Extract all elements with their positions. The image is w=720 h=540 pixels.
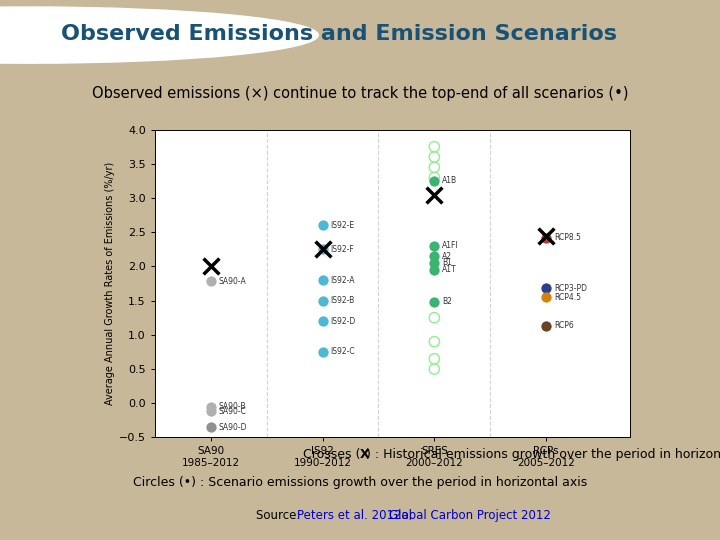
Point	[541, 293, 552, 301]
Text: IS92-E: IS92-E	[330, 221, 354, 230]
Text: X: X	[360, 448, 369, 461]
Point	[317, 221, 328, 230]
Point	[541, 233, 552, 242]
Text: RCP4.5: RCP4.5	[554, 293, 581, 302]
Text: SA90-D: SA90-D	[219, 423, 247, 431]
Text: ) : Historical emissions growth over the period in horizontal axis: ) : Historical emissions growth over the…	[366, 448, 720, 461]
Point	[317, 276, 328, 285]
Text: Source:: Source:	[256, 509, 304, 522]
Point	[205, 423, 217, 431]
Point	[428, 143, 440, 151]
Point	[541, 322, 552, 330]
Point	[541, 284, 552, 293]
Text: SA90-C: SA90-C	[219, 407, 246, 416]
Point	[205, 402, 217, 411]
Y-axis label: Average Annual Growth Rates of Emissions (%/yr): Average Annual Growth Rates of Emissions…	[104, 162, 114, 405]
Point	[205, 407, 217, 416]
Point	[317, 245, 328, 254]
Text: Global Carbon Project 2012: Global Carbon Project 2012	[389, 509, 551, 522]
Text: IS92-B: IS92-B	[330, 296, 354, 305]
Point	[428, 354, 440, 363]
Text: A1B: A1B	[442, 177, 457, 185]
Text: A1T: A1T	[442, 265, 456, 274]
Point	[428, 153, 440, 161]
Text: RCP8.5: RCP8.5	[554, 233, 581, 242]
Point	[428, 252, 440, 260]
Text: A2: A2	[442, 252, 452, 261]
Point	[428, 177, 440, 185]
Point	[428, 163, 440, 172]
Text: B1: B1	[442, 259, 452, 267]
Text: A1FI: A1FI	[442, 241, 459, 251]
Text: IS92-C: IS92-C	[330, 347, 355, 356]
Point	[205, 262, 217, 271]
Text: RCP6: RCP6	[554, 321, 574, 330]
Point	[317, 245, 328, 254]
Text: IS92-F: IS92-F	[330, 245, 354, 254]
Text: Peters et al. 2012a;: Peters et al. 2012a;	[297, 509, 420, 522]
Text: Circles (•) : Scenario emissions growth over the period in horizontal axis: Circles (•) : Scenario emissions growth …	[133, 476, 587, 489]
Point	[541, 231, 552, 240]
Circle shape	[0, 7, 318, 63]
Point	[428, 313, 440, 322]
Text: B2: B2	[442, 298, 452, 307]
Point	[428, 241, 440, 250]
Point	[428, 266, 440, 274]
Point	[428, 173, 440, 182]
Point	[428, 298, 440, 306]
Text: SA90-A: SA90-A	[219, 277, 246, 286]
Text: Observed emissions (×) continue to track the top-end of all scenarios (•): Observed emissions (×) continue to track…	[91, 86, 629, 101]
Text: IS92-A: IS92-A	[330, 275, 355, 285]
Point	[428, 190, 440, 199]
Point	[317, 348, 328, 356]
Point	[317, 296, 328, 305]
Text: Crosses (: Crosses (	[302, 448, 360, 461]
Point	[428, 338, 440, 346]
Point	[317, 317, 328, 326]
Point	[428, 364, 440, 373]
Text: RCP3-PD: RCP3-PD	[554, 284, 587, 293]
Text: SA90-B: SA90-B	[219, 402, 246, 411]
Point	[428, 259, 440, 267]
Text: Observed Emissions and Emission Scenarios: Observed Emissions and Emission Scenario…	[61, 24, 617, 44]
Point	[205, 277, 217, 286]
Text: IS92-D: IS92-D	[330, 316, 356, 326]
